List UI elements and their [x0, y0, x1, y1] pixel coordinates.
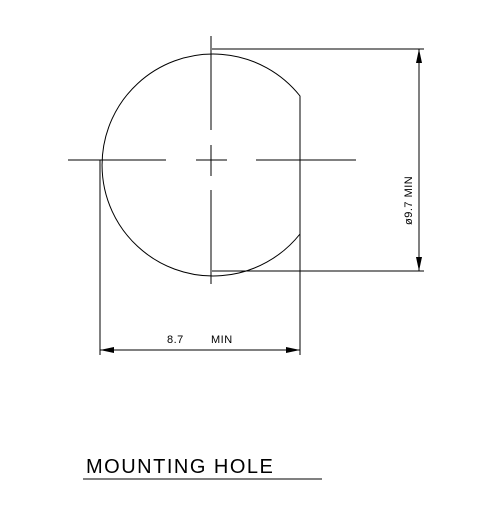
- width-dimension-value: 8.7: [167, 334, 184, 346]
- drawing-title: MOUNTING HOLE: [83, 456, 322, 480]
- width-arrow-right: [286, 347, 300, 353]
- width-dimension: 8.7 MIN: [99, 160, 301, 355]
- width-dimension-suffix: MIN: [211, 334, 233, 346]
- diameter-dimension: ø9.7 MIN: [212, 48, 424, 272]
- hole-profile: [101, 53, 301, 277]
- drawing-title-text: MOUNTING HOLE: [86, 456, 274, 478]
- diameter-arrow-bottom: [416, 257, 422, 271]
- width-arrow-left: [100, 347, 114, 353]
- diameter-dimension-label: ø9.7 MIN: [403, 176, 415, 225]
- center-lines: [68, 36, 356, 284]
- diameter-arrow-top: [416, 49, 422, 63]
